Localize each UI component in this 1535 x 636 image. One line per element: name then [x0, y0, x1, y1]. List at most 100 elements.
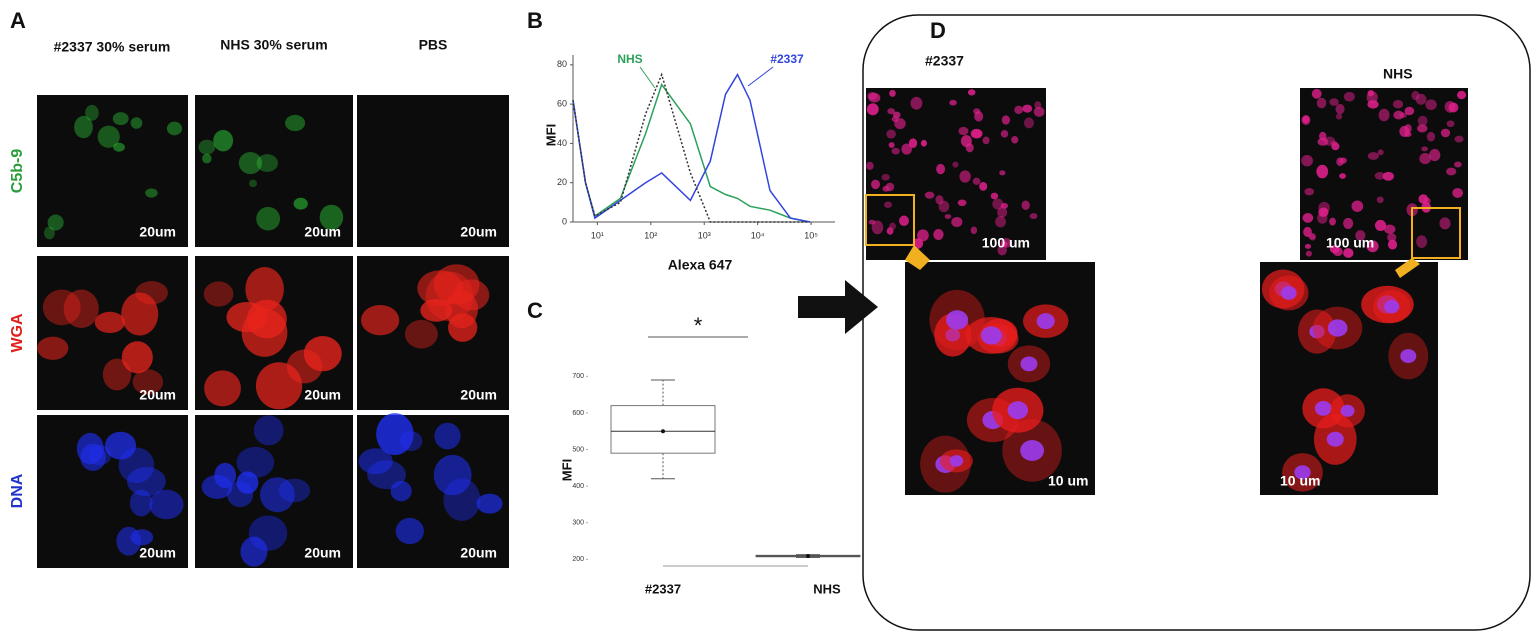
cell — [891, 147, 900, 155]
x-tick-label: NHS — [813, 581, 841, 596]
cell — [1419, 152, 1431, 165]
cell — [1454, 161, 1462, 168]
cell — [1311, 88, 1322, 99]
nucleus — [1327, 319, 1348, 337]
cell — [113, 142, 125, 152]
zoom-connector — [1395, 258, 1420, 278]
cell — [102, 358, 132, 391]
series-line — [572, 72, 810, 223]
y-tick-label: 400 — [572, 483, 584, 490]
scale-label: 10 um — [1280, 473, 1320, 489]
cell — [1301, 154, 1314, 167]
cell — [1366, 91, 1378, 104]
cell — [259, 477, 295, 513]
cell — [1305, 250, 1312, 257]
cell — [871, 220, 884, 235]
micrograph — [905, 262, 1095, 495]
cell — [202, 153, 212, 164]
cell — [1014, 105, 1024, 115]
cell — [1317, 137, 1329, 146]
micrograph — [195, 256, 353, 410]
cell — [1029, 213, 1038, 219]
cell — [433, 454, 472, 496]
cell — [1332, 247, 1343, 257]
cell — [130, 117, 143, 129]
panel-label: C — [527, 298, 543, 323]
cell — [358, 448, 393, 475]
cell — [253, 415, 284, 446]
zoom-box — [1411, 207, 1461, 259]
y-axis-label: MFI — [559, 459, 574, 481]
cell — [1317, 212, 1328, 224]
cell — [121, 341, 153, 374]
cell — [1404, 124, 1412, 133]
cell — [1343, 248, 1354, 258]
cell — [944, 214, 952, 219]
cell — [889, 222, 897, 230]
nucleus — [1314, 401, 1332, 416]
cell — [997, 244, 1007, 256]
cell — [1335, 113, 1343, 120]
cell — [973, 108, 981, 115]
cell — [201, 474, 233, 499]
cell — [1011, 136, 1019, 144]
cell — [992, 198, 1004, 210]
cell — [871, 179, 880, 190]
cell — [990, 192, 999, 200]
mean — [806, 554, 810, 559]
column-header: NHS — [1383, 66, 1413, 82]
scale-label: 20um — [304, 387, 341, 403]
scale-label: 100 um — [1326, 235, 1374, 251]
row-label: DNA — [9, 473, 26, 508]
cell — [1339, 173, 1347, 179]
cell — [97, 125, 120, 148]
cell — [1343, 217, 1354, 230]
cell — [887, 108, 896, 115]
cell — [376, 413, 414, 456]
cell — [1302, 213, 1314, 223]
cell — [1339, 157, 1347, 164]
cell — [1303, 226, 1312, 238]
cell — [951, 216, 963, 228]
cell — [972, 129, 982, 138]
cell — [901, 143, 912, 155]
series-label: #2337 — [770, 52, 804, 66]
cell — [1374, 171, 1386, 180]
cell — [245, 267, 284, 312]
nucleus — [1036, 313, 1055, 330]
scale-label: 20um — [139, 224, 176, 240]
cell — [74, 115, 93, 139]
zoom-connector — [905, 245, 930, 270]
cell — [1452, 187, 1463, 198]
cell — [965, 143, 974, 153]
cell — [166, 121, 182, 136]
cell — [1316, 97, 1327, 109]
cell — [395, 517, 424, 545]
cell — [63, 289, 99, 328]
cell — [1343, 91, 1355, 102]
series-label: NHS — [617, 52, 642, 66]
column-header: NHS 30% serum — [220, 37, 327, 53]
cell — [1384, 224, 1396, 234]
cell — [1330, 140, 1338, 146]
cell — [881, 173, 890, 181]
cell — [37, 336, 69, 360]
nucleus — [1280, 286, 1297, 300]
cell — [1335, 103, 1345, 115]
cell — [868, 92, 881, 103]
cell — [1023, 117, 1034, 129]
scale-label: 20um — [139, 545, 176, 561]
nucleus — [946, 310, 969, 330]
micrograph — [357, 413, 509, 568]
cell — [1387, 239, 1398, 250]
cell — [404, 319, 438, 349]
cell — [94, 311, 125, 334]
y-tick-label: 500 — [572, 446, 584, 453]
cell — [959, 170, 971, 183]
panel-label: D — [930, 18, 946, 43]
cell — [1034, 101, 1042, 109]
cell — [1446, 120, 1455, 128]
cell — [995, 216, 1006, 228]
cell — [236, 471, 259, 494]
